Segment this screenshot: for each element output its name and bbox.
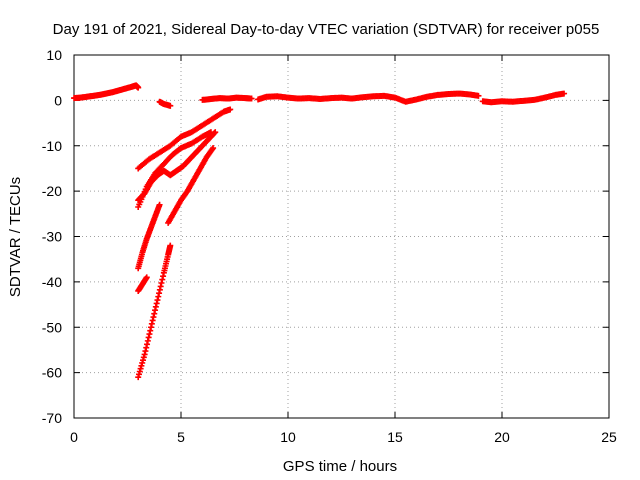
x-tick-label: 25 [601,429,617,445]
data-point [148,320,155,327]
series-s8 [135,129,219,204]
data-point [151,310,158,317]
y-tick-label: -40 [42,274,62,290]
series-s6 [135,106,234,172]
data-point [157,283,164,290]
series-s4 [255,90,482,105]
series-s2 [156,98,174,109]
data-point [140,357,147,364]
data-point [152,307,159,314]
x-tick-label: 5 [177,429,185,445]
data-point [149,317,156,324]
y-tick-label: -60 [42,365,62,381]
x-tick-labels: 0 5 10 15 20 25 [70,429,617,445]
series-s12 [135,242,174,381]
y-tick-label: 0 [54,92,62,108]
data-point [135,84,142,91]
data-point [160,273,167,280]
data-point [155,293,162,300]
series-s3 [199,94,255,103]
y-tick-label: 10 [46,47,62,63]
data-point [148,324,155,331]
data-point [156,290,163,297]
data-point [137,365,144,372]
data-point [145,334,152,341]
y-tick-label: -50 [42,319,62,335]
data-point [136,368,143,375]
data-point [143,274,150,281]
series-s9 [135,201,163,272]
data-point [142,348,149,355]
data-point [158,280,165,287]
y-tick-label: -20 [42,183,62,199]
data-point [146,331,153,338]
data-point [141,351,148,358]
grid-lines [74,55,609,418]
data-point [153,300,160,307]
data-point [167,242,174,249]
x-tick-label: 20 [494,429,510,445]
y-axis-label: SDTVAR / TECUs [7,177,24,297]
data-point [144,341,151,348]
data-point [209,146,216,153]
x-tick-label: 0 [70,429,78,445]
series-s11 [135,274,150,294]
x-axis-label: GPS time / hours [283,458,397,475]
data-point [150,314,157,321]
series-s10 [165,145,217,226]
y-tick-label: -30 [42,229,62,245]
data-point [156,286,163,293]
data-point [154,297,161,304]
data-point [138,362,145,369]
data-point [167,102,174,109]
data-points [71,82,568,381]
data-point [152,303,159,310]
y-tick-labels: -70 -60 -50 -40 -30 -20 -10 0 10 [42,47,62,426]
data-point [227,106,234,113]
y-tick-label: -70 [42,410,62,426]
x-tick-label: 10 [280,429,296,445]
data-point [156,201,163,208]
data-point [248,95,255,102]
y-tick-label: -10 [42,138,62,154]
data-point [136,371,143,378]
data-point [147,327,154,334]
series-s5 [479,90,568,106]
chart-title: Day 191 of 2021, Sidereal Day-to-day VTE… [53,21,600,38]
data-point [475,92,482,99]
data-point [211,129,218,136]
data-point [135,374,142,381]
data-point [139,359,146,366]
series-s1 [71,82,142,102]
data-point [143,344,150,351]
data-point [212,129,219,136]
data-point [561,90,568,97]
data-point [140,354,147,361]
data-point [144,337,151,344]
data-point [159,276,166,283]
x-tick-label: 15 [387,429,403,445]
data-point [210,145,217,152]
